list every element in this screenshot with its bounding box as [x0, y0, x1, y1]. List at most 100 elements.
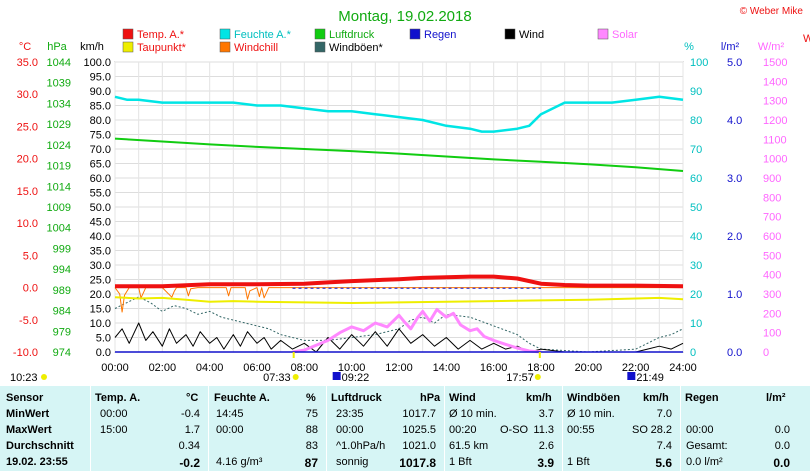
stats-rain-value: 0.0 [773, 456, 790, 470]
stats-header-temp: Temp. A. [95, 392, 141, 404]
chart-grid [114, 61, 684, 353]
stats-wind-desc: 1 Bft [449, 456, 472, 468]
chart-series [114, 95, 684, 354]
legend-swatch [409, 28, 421, 40]
axis-tick-label: 45.0 [90, 217, 111, 229]
sunset-icon [534, 374, 541, 380]
axis-tick-label: 35.0 [90, 246, 111, 258]
axis-tick-label: 974 [53, 347, 71, 359]
stats-header-rain-unit: l/m² [766, 392, 786, 404]
axis-tick-label: 10 [690, 318, 702, 330]
stats-gust-desc: Ø 10 min. [567, 408, 615, 420]
axis-tick-label: 65.0 [90, 159, 111, 171]
stats-wind-value: 11.3 [533, 424, 554, 436]
axis-tick-label: 10.0 [17, 218, 38, 230]
stats-wind-value: 3.7 [538, 408, 554, 420]
time-tick-label: 16:00 [480, 362, 508, 374]
stats-temp-value: -0.4 [181, 408, 200, 420]
moonset-icon [627, 372, 636, 380]
axis-ticks: 35.0 30.0 25.0 20.0 15.0 10.0 5.0 0.0 -5.0 -10.0 1… [13, 57, 788, 374]
legend-label: Windchill [234, 42, 278, 54]
axis-tick-label: 1300 [763, 96, 787, 108]
stats-rain-value: 0.0 [774, 440, 790, 452]
stats-wind-desc: 61.5 km [449, 440, 489, 452]
axis-tick-label: 0 [690, 347, 696, 359]
axis-tick-label: 30 [690, 260, 702, 272]
axis-tick-label: 80 [690, 115, 702, 127]
axis-unit-label: °C [19, 41, 31, 53]
legend-label: Windböen* [329, 42, 384, 54]
axis-tick-label: 5.0 [96, 333, 111, 345]
axis-tick-label: 0.0 [23, 283, 38, 295]
axis-tick-label: 30.0 [90, 260, 111, 272]
axis-tick-label: 100.0 [83, 57, 111, 69]
axis-tick-label: 80.0 [90, 115, 111, 127]
axis-tick-label: 999 [53, 243, 71, 255]
axis-tick-label: 40.0 [90, 231, 111, 243]
time-tick-label: 20:00 [575, 362, 603, 374]
stats-temp-value: 0.34 [178, 440, 200, 452]
time-tick-label: 12:00 [385, 362, 413, 374]
stats-hum-time: 00:00 [216, 424, 244, 436]
axis-tick-label: 500 [763, 250, 781, 262]
stats-panel: Sensor Temp. A. °C Feuchte A. % Luftdruc… [0, 386, 810, 471]
legend-label: Regen [424, 29, 456, 41]
axis-tick-label: 85.0 [90, 101, 111, 113]
axis-tick-label: 25.0 [90, 275, 111, 287]
axis-tick-label: 15.0 [17, 186, 38, 198]
axis-tick-label: 20.0 [90, 289, 111, 301]
stats-rain-desc: 0.0 l/m² [686, 456, 723, 468]
axis-tick-label: 5.0 [727, 57, 742, 69]
stats-gust-value: 7.4 [656, 440, 672, 452]
axis-tick-label: 300 [763, 289, 781, 301]
stats-header-temp-unit: °C [186, 392, 199, 404]
axis-tick-label: 1000 [763, 154, 787, 166]
time-tick-label: 22:00 [622, 362, 650, 374]
stats-row-label: MaxWert [6, 424, 52, 436]
axis-tick-label: 15.0 [90, 304, 111, 316]
axis-tick-label: 1.0 [727, 289, 742, 301]
stats-row-label: 19.02. 23:55 [6, 456, 68, 468]
stats-header-gust-unit: km/h [643, 392, 669, 404]
credit-text: © Weber Mike [740, 6, 804, 17]
stats-gust-value: 7.0 [656, 408, 672, 420]
axis-tick-label: 1500 [763, 57, 787, 69]
legend-swatch [314, 41, 326, 53]
moonset-time: 21:49 [636, 372, 664, 384]
stats-wind-desc: 00:20 [449, 424, 477, 436]
axis-tick-label: 55.0 [90, 188, 111, 200]
legend-swatch [504, 28, 516, 40]
time-tick-label: 24:00 [669, 362, 697, 374]
stats-temp-value: -0.2 [179, 456, 200, 470]
axis-tick-label: 60.0 [90, 173, 111, 185]
axis-tick-label: 70.0 [90, 144, 111, 156]
axis-unit-label: km/h [80, 41, 104, 53]
axis-tick-label: 979 [53, 326, 71, 338]
chart-title: Montag, 19.02.2018 [338, 8, 471, 25]
stats-temp-time: 15:00 [100, 424, 128, 436]
axis-titles: °C hPa km/h% l/m² W/m² W [19, 33, 810, 53]
axis-tick-label: 1029 [47, 119, 71, 131]
stats-row-label: Durchschnitt [6, 440, 74, 452]
stats-press-time: ^1.0hPa/h [336, 440, 386, 452]
axis-tick-label: 95.0 [90, 72, 111, 84]
axis-tick-label: 20.0 [17, 154, 38, 166]
axis-tick-label: -10.0 [13, 347, 38, 359]
stats-hum-time: 14:45 [216, 408, 244, 420]
stats-header-gust: Windböen [567, 392, 621, 404]
axis-unit-label: W/m² [758, 41, 785, 53]
stats-wind-dir: O-SO [500, 424, 529, 436]
legend-label: Solar [612, 29, 638, 41]
time-tick-label: 00:00 [101, 362, 129, 374]
axis-tick-label: 1044 [47, 57, 71, 69]
stats-header-rain: Regen [685, 392, 719, 404]
weather-chart: Montag, 19.02.2018 © Weber Mike Temp. A.… [10, 6, 810, 384]
axis-tick-label: 1400 [763, 76, 787, 88]
stats-header-hum: Feuchte A. [214, 392, 270, 404]
legend: Temp. A.* Feuchte A.* Luftdruck Regen Wind So… [122, 28, 638, 54]
legend-label: Wind [519, 29, 544, 41]
axis-tick-label: 984 [53, 306, 71, 318]
axis-tick-label: 75.0 [90, 130, 111, 142]
series-luftdruck [114, 137, 684, 172]
axis-tick-label: 4.0 [727, 115, 742, 127]
